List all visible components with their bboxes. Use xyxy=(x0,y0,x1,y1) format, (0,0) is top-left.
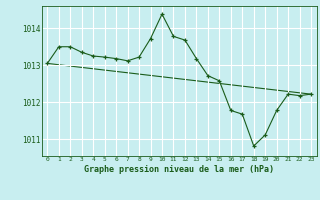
X-axis label: Graphe pression niveau de la mer (hPa): Graphe pression niveau de la mer (hPa) xyxy=(84,165,274,174)
